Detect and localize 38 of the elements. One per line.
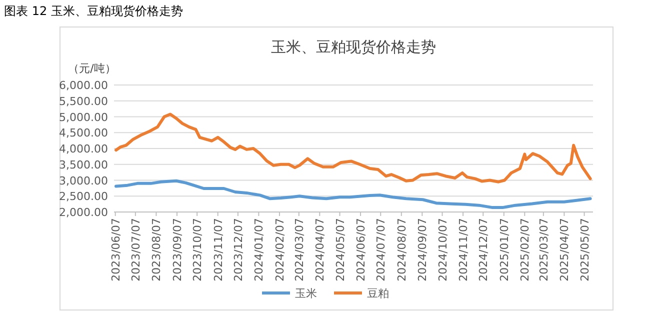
y-axis-title: （元/吨） [68, 62, 116, 75]
x-tick-label: 2023/07/07 [129, 218, 142, 282]
x-tick-label: 2024/08/07 [395, 218, 408, 282]
y-tick-label: 2,000.00 [59, 206, 108, 219]
x-tick-label: 2024/11/07 [457, 218, 470, 282]
x-tick-label: 2024/06/07 [354, 218, 368, 282]
x-tick-label: 2025/04/07 [558, 218, 572, 282]
y-tick-label: 3,000.00 [59, 174, 108, 188]
x-tick-label: 2024/07/07 [374, 218, 388, 282]
x-tick-label: 2024/02/07 [273, 218, 286, 282]
legend-label: 玉米 [295, 287, 317, 300]
x-tick-label: 2025/03/07 [537, 218, 550, 282]
x-tick-label: 2023/08/07 [150, 218, 164, 282]
y-tick-label: 5,000.00 [59, 110, 108, 124]
x-tick-label: 2024/05/07 [334, 218, 347, 282]
y-tick-label: 6,000.00 [59, 79, 108, 92]
x-tick-label: 2025/01/07 [498, 218, 511, 282]
x-tick-label: 2024/10/07 [436, 218, 450, 282]
y-tick-label: 4,000.00 [59, 142, 108, 156]
legend-label: 豆粕 [367, 287, 389, 300]
y-tick-label: 3,500.00 [59, 158, 108, 172]
chart-title: 图表 12 玉米、豆粕现货价格走势 [4, 4, 183, 18]
x-tick-label: 2023/10/07 [191, 218, 204, 282]
x-tick-label: 2024/04/07 [314, 218, 327, 282]
y-tick-label: 5,500.00 [59, 94, 108, 108]
x-tick-label: 2024/09/07 [416, 218, 430, 282]
y-tick-label: 4,500.00 [59, 126, 108, 140]
x-tick-label: 2023/09/07 [170, 218, 184, 282]
y-tick-label: 2,500.00 [59, 190, 108, 204]
x-tick-label: 2024/03/07 [292, 218, 306, 282]
x-tick-label: 2025/02/07 [518, 218, 532, 282]
x-tick-label: 2025/05/07 [578, 218, 592, 282]
x-tick-label: 2024/12/07 [477, 218, 490, 282]
chart-subtitle: 玉米、豆粕现货价格走势 [271, 38, 436, 56]
x-tick-label: 2024/01/07 [252, 218, 266, 282]
x-tick-label: 2023/11/07 [212, 218, 225, 282]
x-tick-label: 2023/06/07 [109, 218, 122, 282]
x-tick-label: 2023/12/07 [232, 218, 245, 282]
